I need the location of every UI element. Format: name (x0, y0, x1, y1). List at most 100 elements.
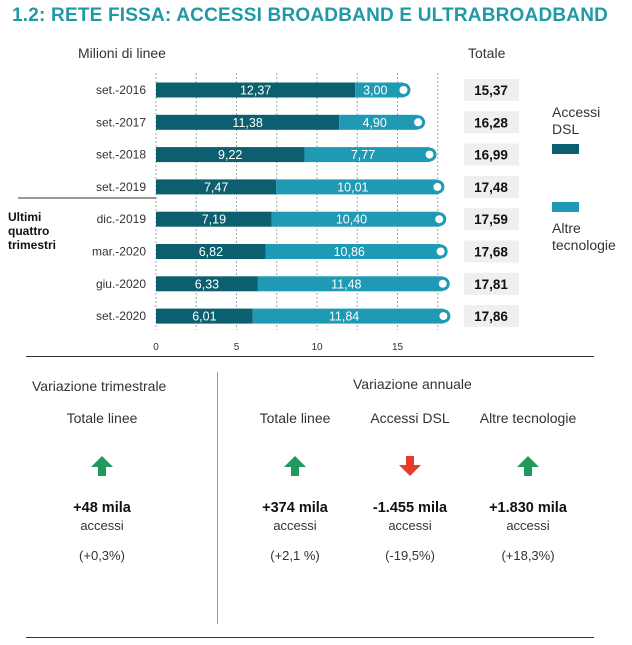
bar-dsl-3 (156, 179, 277, 195)
bar-altre-4 (271, 211, 440, 227)
data-label-altre-2: 7,77 (351, 148, 375, 162)
quarterly-heading: Variazione trimestrale (32, 378, 167, 394)
category-label-4: dic.-2019 (97, 212, 147, 226)
divider-top (26, 356, 594, 357)
category-label-3: set.-2019 (96, 180, 146, 194)
total-box-0 (464, 79, 519, 101)
annual-heading: Variazione annuale (353, 376, 472, 392)
data-label-dsl-4: 7,19 (202, 213, 226, 227)
data-label-altre-7: 11,84 (329, 310, 359, 324)
data-label-dsl-7: 6,01 (192, 310, 216, 324)
arrow-up-icon (517, 456, 539, 476)
data-label-dsl-2: 9,22 (218, 148, 242, 162)
data-label-dsl-0: 12,37 (240, 84, 271, 98)
total-box-6 (464, 272, 519, 295)
divider-vertical (217, 372, 218, 624)
bar-altre-6 (257, 276, 443, 292)
data-label-altre-6: 11,48 (331, 277, 361, 291)
bar-altre-0 (355, 82, 404, 98)
total-value-5: 17,68 (474, 245, 508, 260)
data-label-altre-3: 10,01 (337, 180, 368, 194)
data-label-altre-1: 4,90 (362, 116, 386, 130)
x-tick-label-1: 5 (234, 342, 240, 353)
x-tick-label-3: 15 (392, 342, 404, 353)
bar-altre-1 (339, 114, 419, 130)
bar-altre-5 (265, 244, 441, 259)
total-value-4: 17,59 (474, 212, 508, 227)
total-box-7 (464, 305, 519, 328)
bar-end-dot-4 (435, 215, 444, 224)
total-header: Totale (468, 45, 506, 61)
x-tick-label-2: 10 (311, 342, 323, 353)
bar-dsl-2 (156, 147, 305, 163)
y-axis-title: Milioni di linee (78, 45, 166, 61)
category-label-0: set.-2016 (96, 83, 146, 97)
group-label: Ultimi quattro trimestri (8, 210, 57, 252)
summary-unit: accessi (506, 518, 550, 533)
total-box-4 (464, 208, 519, 231)
bar-end-dot-6 (438, 279, 447, 288)
total-box-5 (464, 240, 519, 263)
category-label-1: set.-2017 (96, 115, 146, 129)
summary-unit: accessi (273, 518, 317, 533)
summary-value: +1.830 mila (489, 500, 567, 516)
legend-altre: Altre tecnologie (552, 220, 632, 254)
summary-pct: (+2,1 %) (270, 548, 320, 563)
bar-altre-3 (276, 179, 438, 195)
bar-end-dot-7 (439, 312, 448, 321)
bar-end-dot-0 (399, 86, 408, 94)
summary-label: Totale linee (66, 410, 138, 426)
category-label-6: giu.-2020 (96, 277, 146, 291)
total-value-7: 17,86 (474, 309, 508, 324)
bar-dsl-6 (156, 276, 258, 292)
legend-dsl-swatch (552, 144, 579, 154)
bar-altre-7 (252, 308, 444, 324)
summary-unit: accessi (80, 518, 124, 533)
bar-dsl-1 (156, 114, 340, 130)
total-value-0: 15,37 (474, 83, 508, 98)
summary-pct: (+0,3%) (79, 548, 125, 563)
summary-pct: (-19,5%) (385, 548, 435, 563)
summary-col-annual-0: Totale linee +374 mila accessi (+2,1 %) (240, 410, 350, 563)
arrow-down-icon (399, 456, 421, 476)
summary-value: +48 mila (73, 500, 131, 516)
total-value-3: 17,48 (474, 180, 508, 195)
divider-bottom (26, 637, 594, 638)
data-label-altre-5: 10,86 (334, 245, 365, 259)
data-label-altre-0: 3,00 (363, 84, 387, 98)
summary-col-quarterly-0: Totale linee +48 mila accessi (+0,3%) (27, 410, 177, 563)
total-box-3 (464, 175, 519, 198)
bar-dsl-4 (156, 211, 272, 227)
bar-dsl-7 (156, 308, 253, 324)
data-label-dsl-1: 11,38 (232, 116, 262, 130)
legend-dsl-label: Accessi DSL (552, 104, 601, 137)
summary-value: -1.455 mila (372, 500, 448, 516)
total-value-6: 17,81 (474, 277, 508, 292)
summary-label: Altre tecnologie (479, 410, 577, 426)
summary-pct: (+18,3%) (501, 548, 555, 563)
data-label-dsl-5: 6,82 (199, 245, 223, 259)
page-title: 1.2: RETE FISSA: ACCESSI BROADBAND E ULT… (12, 5, 609, 26)
bar-end-dot-1 (414, 118, 423, 127)
arrow-up-icon (91, 456, 113, 476)
bar-altre-2 (304, 147, 430, 163)
summary-label: Totale linee (259, 410, 331, 426)
total-value-1: 16,28 (474, 115, 508, 130)
bar-chart: Milioni di linee Totale 0 5 10 15 set.-2016 12,… (18, 45, 519, 353)
data-label-dsl-6: 6,33 (195, 277, 219, 291)
summary-unit: accessi (388, 518, 432, 533)
data-label-altre-4: 10,40 (336, 213, 367, 227)
summary-label: Accessi DSL (370, 410, 450, 426)
legend-dsl: Accessi DSL (552, 104, 622, 138)
bar-end-dot-3 (433, 182, 442, 191)
legend-altre-swatch (552, 202, 579, 212)
total-box-2 (464, 143, 519, 166)
category-label-2: set.-2018 (96, 148, 146, 162)
legend-altre-label: Altre tecnologie (552, 220, 616, 253)
bar-end-dot-5 (436, 247, 445, 256)
bar-dsl-5 (156, 244, 266, 259)
bar-dsl-0 (156, 82, 356, 98)
total-box-1 (464, 111, 519, 134)
summary-col-annual-2: Altre tecnologie +1.830 mila accessi (+18,3… (468, 410, 588, 563)
summary-value: +374 mila (262, 500, 328, 516)
